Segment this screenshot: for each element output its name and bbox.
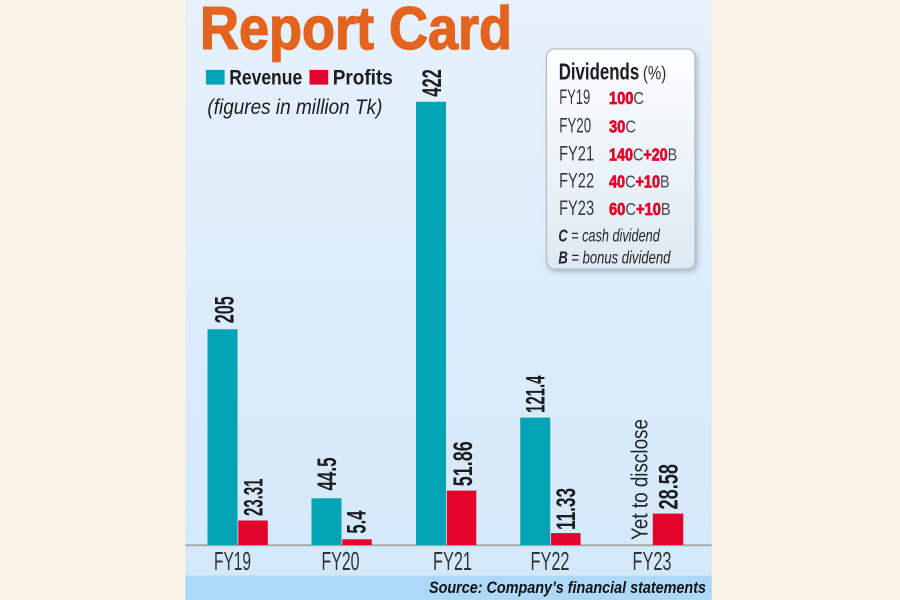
svg-text:FY21: FY21 [433,548,472,576]
svg-text:FY20: FY20 [322,548,360,576]
svg-text:Source: Company’s financial st: Source: Company’s financial statements [429,579,706,597]
svg-text:Report Card: Report Card [200,0,512,62]
svg-text:121.4: 121.4 [521,376,551,414]
svg-text:Yet to disclose: Yet to disclose [627,419,653,540]
svg-text:40C+10B: 40C+10B [609,172,670,192]
svg-text:23.31: 23.31 [239,479,269,517]
svg-text:FY19: FY19 [559,86,590,109]
svg-text:Revenue: Revenue [229,66,302,90]
svg-text:(figures in million Tk): (figures in million Tk) [207,95,382,119]
svg-text:60C+10B: 60C+10B [609,200,671,219]
svg-text:422: 422 [417,69,447,97]
svg-text:30C: 30C [609,117,636,136]
svg-text:140C+20B: 140C+20B [609,146,677,165]
svg-text:FY19: FY19 [214,548,251,576]
svg-text:11.33: 11.33 [551,488,581,530]
svg-text:44.5: 44.5 [312,458,342,491]
svg-text:FY23: FY23 [559,197,594,220]
svg-text:B = bonus dividend: B = bonus dividend [558,249,670,268]
svg-text:FY21: FY21 [559,143,594,166]
svg-text:51.86: 51.86 [448,441,478,486]
svg-text:FY23: FY23 [633,548,672,576]
svg-text:FY22: FY22 [559,170,594,193]
svg-text:Profits: Profits [333,66,393,90]
svg-text:C = cash dividend: C = cash dividend [558,227,660,246]
svg-text:FY22: FY22 [531,548,570,576]
svg-text:FY20: FY20 [559,114,591,137]
svg-text:205: 205 [209,296,239,323]
svg-text:100C: 100C [609,89,644,109]
svg-text:(%): (%) [643,63,666,85]
svg-text:28.58: 28.58 [654,464,684,510]
svg-text:5.4: 5.4 [342,511,372,534]
svg-text:Dividends: Dividends [559,59,640,85]
